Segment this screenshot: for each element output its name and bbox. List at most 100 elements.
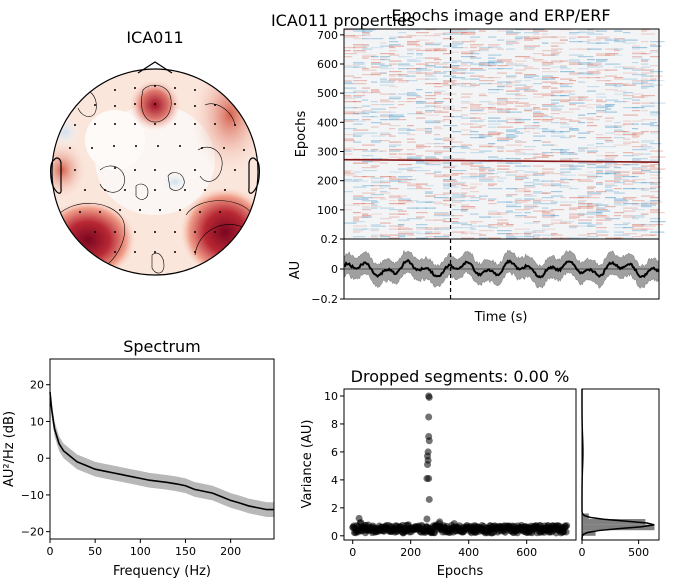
epochs-image-cell bbox=[362, 99, 369, 101]
spectrum-xticks: 0 50 100 150 200 bbox=[47, 539, 241, 558]
epochs-image-cell bbox=[506, 39, 521, 41]
epochs-image-cell bbox=[452, 227, 462, 229]
epochs-image-cell bbox=[470, 225, 480, 227]
epochs-image-cell bbox=[524, 222, 539, 224]
epochs-image-cell bbox=[632, 48, 641, 50]
epochs-image-cell bbox=[506, 32, 521, 34]
epochs-image-cell bbox=[470, 149, 480, 151]
epochs-image-cell bbox=[515, 198, 523, 200]
epochs-image-cell bbox=[353, 219, 360, 221]
epochs-image-cell bbox=[569, 41, 583, 43]
epochs-image-cell bbox=[614, 86, 622, 88]
epochs-image-cell bbox=[632, 57, 643, 59]
epochs-image-cell bbox=[416, 53, 423, 55]
epochs-image-cell bbox=[380, 119, 389, 121]
epochs-image-cell bbox=[515, 84, 527, 86]
epochs-image-cell bbox=[533, 180, 545, 182]
epochs-image-cell bbox=[443, 116, 455, 118]
epochs-image-cell bbox=[380, 59, 391, 61]
epochs-image-cell bbox=[614, 215, 621, 217]
epochs-image-cell bbox=[506, 84, 516, 86]
epochs-image-cell bbox=[524, 158, 537, 160]
epochs-image-title: Epochs image and ERP/ERF bbox=[391, 6, 610, 25]
epochs-image-cell bbox=[569, 63, 583, 65]
epochs-image-cell bbox=[524, 204, 538, 206]
epochs-image-cell bbox=[569, 225, 578, 227]
epochs-image-cell bbox=[605, 180, 621, 182]
epochs-image-cell bbox=[362, 110, 372, 112]
epochs-image-cell bbox=[533, 125, 541, 127]
epochs-image-cell bbox=[560, 197, 567, 199]
epochs-image-cell bbox=[371, 150, 383, 152]
epochs-image-cell bbox=[533, 183, 543, 185]
epochs-image-cell bbox=[488, 198, 497, 200]
epochs-image-cell bbox=[632, 146, 643, 148]
epochs-image-cell bbox=[524, 153, 539, 155]
variance-histogram-panel: 0 500 bbox=[579, 388, 660, 559]
epochs-image-cell bbox=[623, 68, 633, 70]
epochs-image-cell bbox=[488, 68, 504, 70]
epochs-image-cell bbox=[551, 51, 562, 53]
epochs-image-ytick-label: 200 bbox=[317, 175, 338, 188]
epochs-image-cell bbox=[479, 77, 495, 79]
epochs-image-cell bbox=[551, 66, 560, 68]
epochs-image-cell bbox=[443, 38, 455, 40]
epochs-image-cell bbox=[650, 174, 659, 176]
epochs-image-cell bbox=[452, 77, 466, 79]
epochs-image-cell bbox=[434, 83, 449, 85]
epochs-image-cell bbox=[596, 146, 605, 148]
epochs-image-cell bbox=[524, 47, 536, 49]
epochs-image-cell bbox=[515, 209, 531, 211]
epochs-image-cell bbox=[452, 192, 460, 194]
epochs-image-cell bbox=[389, 197, 403, 199]
epochs-image-cell bbox=[614, 38, 625, 40]
epochs-image-cell bbox=[488, 107, 496, 109]
epochs-image-cell bbox=[398, 65, 414, 67]
epochs-image-cell bbox=[479, 107, 493, 109]
epochs-image-cell bbox=[641, 95, 656, 97]
epochs-image-cell bbox=[407, 72, 422, 74]
epochs-image-cell bbox=[425, 192, 433, 194]
epochs-image-cell bbox=[470, 45, 483, 47]
epochs-image-cell bbox=[641, 123, 654, 125]
epochs-image-cell bbox=[506, 63, 517, 65]
epochs-image-cell bbox=[569, 60, 581, 62]
epochs-image-cell bbox=[596, 107, 609, 109]
epochs-image-cell bbox=[398, 236, 406, 238]
epochs-image-cell bbox=[398, 180, 408, 182]
epochs-image-cell bbox=[452, 32, 467, 34]
epochs-image-cell bbox=[353, 44, 369, 46]
epochs-image-cell bbox=[452, 197, 466, 199]
epochs-image-cell bbox=[389, 80, 397, 82]
epochs-image-cell bbox=[353, 38, 366, 40]
epochs-image-cell bbox=[641, 234, 656, 236]
epochs-image-cell bbox=[488, 47, 502, 49]
epochs-image-cell bbox=[416, 96, 423, 98]
epochs-image-cell bbox=[434, 71, 441, 73]
epochs-image-cell bbox=[587, 63, 602, 65]
epochs-image-background bbox=[344, 29, 659, 239]
epochs-image-cell bbox=[461, 93, 473, 95]
epochs-image-cell bbox=[416, 128, 427, 130]
epochs-image-cell bbox=[551, 107, 558, 109]
epochs-image-cell bbox=[389, 149, 403, 151]
epochs-image-cell bbox=[488, 123, 501, 125]
epochs-image-cell bbox=[416, 188, 432, 190]
epochs-image-cell bbox=[587, 74, 600, 76]
epochs-image-cell bbox=[596, 167, 610, 169]
epochs-image-cell bbox=[371, 201, 379, 203]
epochs-image-cell bbox=[632, 141, 640, 143]
epochs-image-cell bbox=[515, 176, 527, 178]
variance-xtick-label: 400 bbox=[458, 546, 479, 559]
epochs-image-cell bbox=[425, 128, 433, 130]
epochs-image-cell bbox=[344, 120, 354, 122]
epochs-image-cell bbox=[614, 200, 629, 202]
epochs-image-cell bbox=[614, 122, 621, 124]
epochs-image-cell bbox=[641, 141, 654, 143]
epochs-image-cell bbox=[506, 98, 521, 100]
epochs-image-cell bbox=[452, 218, 460, 220]
epochs-image-cell bbox=[632, 74, 647, 76]
histogram-xticks: 0 500 bbox=[579, 540, 649, 559]
epochs-image-cell bbox=[506, 44, 513, 46]
epochs-image-cell bbox=[542, 42, 549, 44]
